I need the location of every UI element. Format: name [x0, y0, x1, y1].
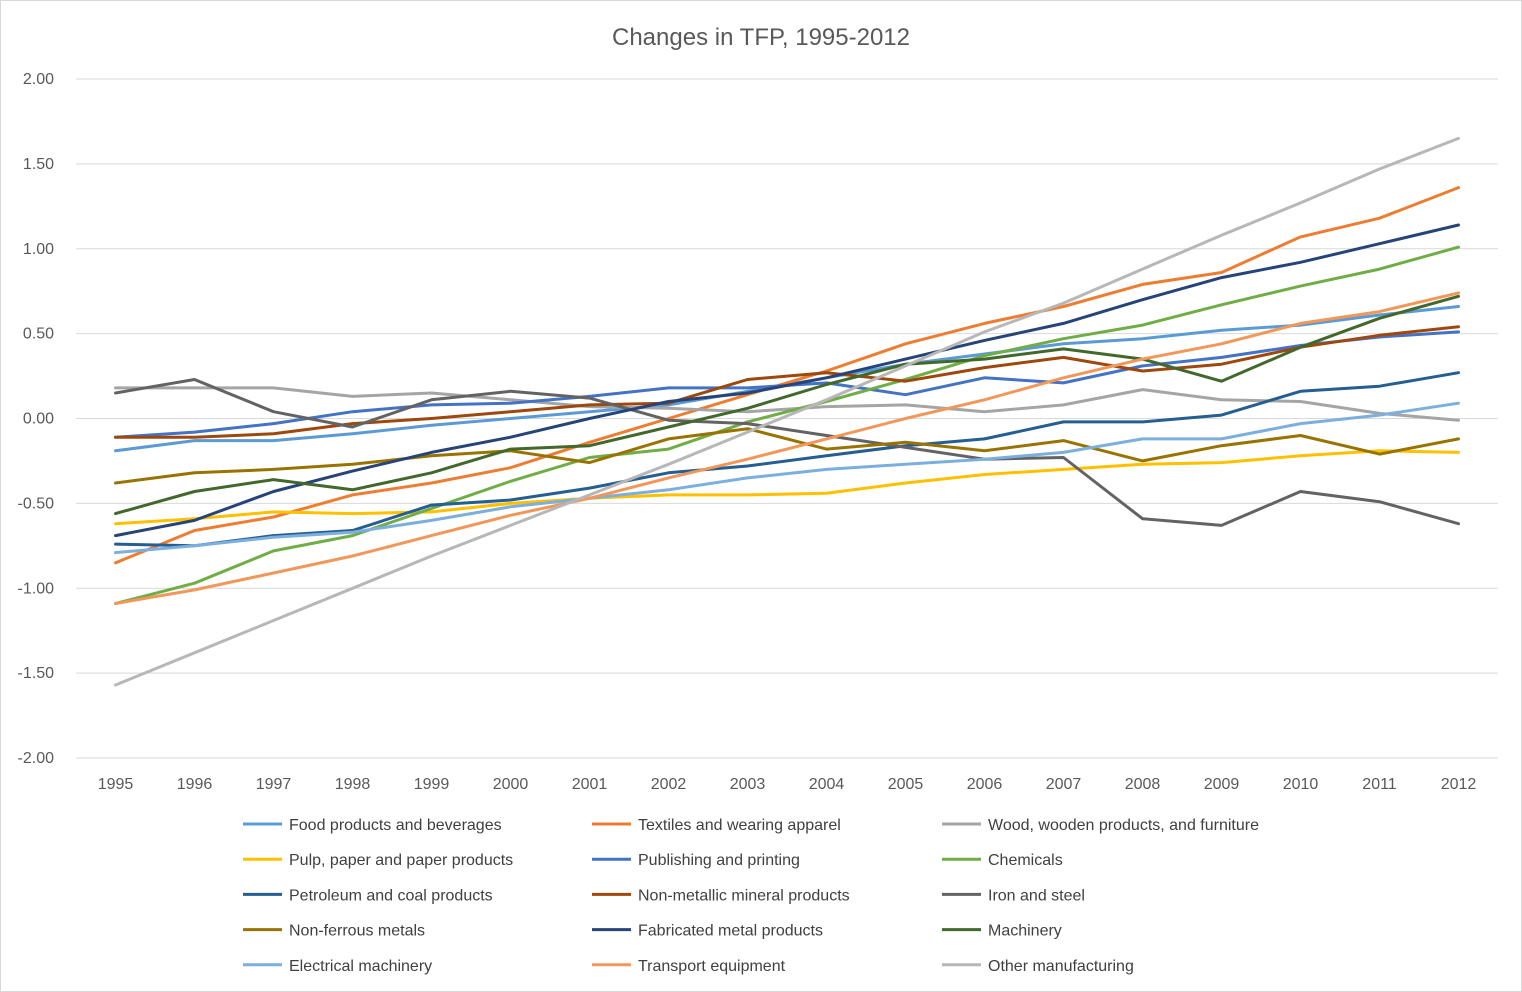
- y-tick-label: 2.00: [23, 71, 54, 88]
- x-tick-label: 1997: [256, 776, 292, 793]
- x-tick-label: 2008: [1125, 776, 1161, 793]
- series-line-15: [114, 136, 1460, 687]
- series-line-4: [114, 449, 1460, 526]
- y-tick-label: -2.00: [18, 750, 55, 767]
- x-tick-label: 2012: [1441, 776, 1477, 793]
- x-tick-label: 2006: [967, 776, 1003, 793]
- series-line-14: [114, 291, 1460, 605]
- y-tick-label: 1.00: [23, 241, 54, 258]
- x-tick-label: 1996: [177, 776, 213, 793]
- y-tick-label: 0.50: [23, 326, 54, 343]
- legend: Food products and beverages Textiles and …: [243, 817, 1259, 975]
- series-line-9: [114, 378, 1460, 527]
- legend-label: Transport equipment: [638, 958, 786, 975]
- y-axis-tick-labels: 2.00 1.50 1.00 0.50 0.00 -0.50 -1.00 -1.50 -2.00: [18, 71, 55, 767]
- legend-label: Electrical machinery: [289, 958, 432, 975]
- legend-label: Iron and steel: [988, 887, 1085, 904]
- series-line-6: [114, 245, 1460, 605]
- legend-label: Textiles and wearing apparel: [638, 817, 841, 834]
- x-tick-label: 2009: [1204, 776, 1240, 793]
- legend-label: Food products and beverages: [289, 817, 502, 834]
- x-tick-label: 2000: [493, 776, 529, 793]
- series-line-13: [114, 401, 1460, 555]
- x-tick-label: 2002: [651, 776, 687, 793]
- y-tick-label: -0.50: [18, 495, 55, 512]
- x-tick-label: 2001: [572, 776, 608, 793]
- legend-label: Machinery: [988, 923, 1062, 940]
- legend-label: Non-ferrous metals: [289, 923, 425, 940]
- x-tick-label: 2007: [1046, 776, 1082, 793]
- x-tick-label: 1999: [414, 776, 450, 793]
- series-line-12: [114, 294, 1460, 516]
- series-line-10: [114, 427, 1460, 485]
- legend-label: Other manufacturing: [988, 958, 1134, 975]
- chart-title: Changes in TFP, 1995-2012: [612, 24, 910, 51]
- x-tick-label: 2005: [888, 776, 924, 793]
- series-line-2: [114, 186, 1460, 565]
- legend-label: Petroleum and coal products: [289, 887, 493, 904]
- x-tick-label: 2010: [1283, 776, 1319, 793]
- x-tick-label: 1995: [98, 776, 134, 793]
- legend-label: Non-metallic mineral products: [638, 887, 850, 904]
- legend-label: Wood, wooden products, and furniture: [988, 817, 1259, 834]
- series-lines: [114, 136, 1460, 687]
- y-tick-label: -1.00: [18, 580, 55, 597]
- legend-label: Chemicals: [988, 852, 1063, 869]
- x-tick-label: 2004: [809, 776, 845, 793]
- series-line-3: [114, 386, 1460, 422]
- x-axis-tick-labels: 1995 1996 1997 1998 1999 2000 2001 2002 2003 2004…: [98, 776, 1477, 793]
- x-tick-label: 2011: [1362, 776, 1397, 793]
- series-line-7: [114, 371, 1460, 548]
- legend-label: Publishing and printing: [638, 852, 800, 869]
- series-line-11: [114, 223, 1460, 538]
- x-tick-label: 1998: [335, 776, 371, 793]
- y-tick-label: -1.50: [18, 665, 55, 682]
- y-tick-label: 0.00: [23, 411, 54, 428]
- x-tick-label: 2003: [730, 776, 766, 793]
- gridlines: [76, 78, 1498, 759]
- legend-label: Fabricated metal products: [638, 923, 823, 940]
- y-tick-label: 1.50: [23, 156, 54, 173]
- legend-label: Pulp, paper and paper products: [289, 852, 513, 869]
